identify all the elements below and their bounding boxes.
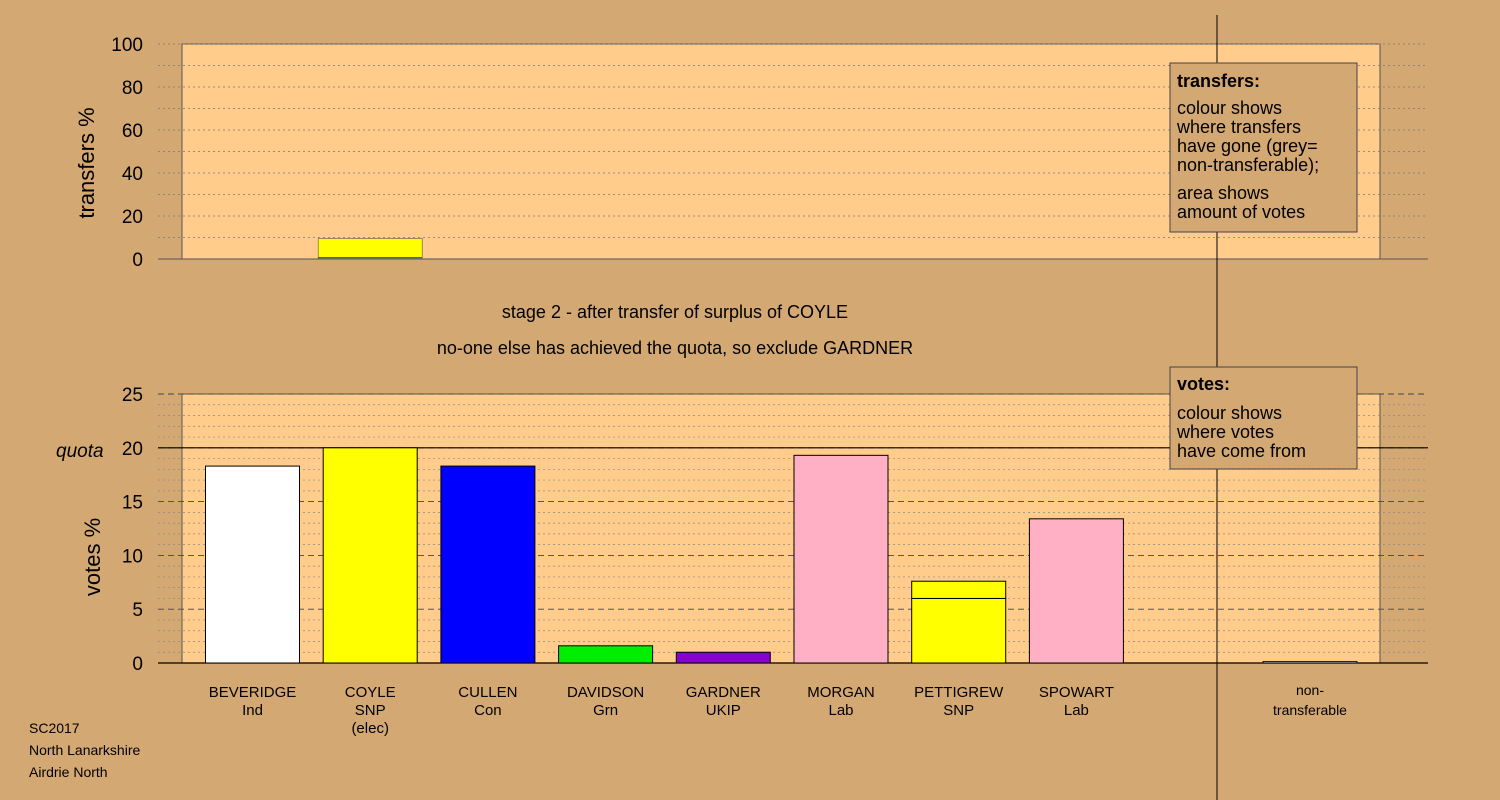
transfers-y-label: transfers % xyxy=(74,107,99,218)
votes-legend-title: votes: xyxy=(1177,374,1230,394)
vote-bar xyxy=(322,447,418,664)
transfers-legend-text: where transfers xyxy=(1176,117,1301,137)
footer-ward: Airdrie North xyxy=(29,764,108,780)
transfers-legend-text: amount of votes xyxy=(1177,202,1305,222)
y-tick-label: 100 xyxy=(111,35,143,56)
y-tick-label: 10 xyxy=(122,546,143,567)
y-tick-label: 0 xyxy=(132,250,143,271)
votes-legend-text: have come from xyxy=(1177,441,1306,461)
stage-description: stage 2 - after transfer of surplus of C… xyxy=(502,302,848,322)
vote-bar xyxy=(793,454,889,664)
transfers-legend-text: area shows xyxy=(1177,183,1269,203)
vote-bar xyxy=(205,465,300,664)
transfers-legend-text: colour shows xyxy=(1177,98,1282,118)
candidate-party: Con xyxy=(474,702,502,719)
votes-legend-text: colour shows xyxy=(1177,403,1282,423)
vote-bar xyxy=(440,465,536,664)
y-tick-label: 20 xyxy=(122,439,143,460)
y-tick-label: 40 xyxy=(122,164,143,185)
candidate-name: GARDNER xyxy=(686,684,761,701)
votes-y-ticks: 0 5 10 15 20 25 xyxy=(122,385,143,675)
vote-bar xyxy=(911,580,1007,599)
transfers-legend: transfers: colour shows where transfers … xyxy=(1169,62,1358,233)
candidate-name: BEVERIDGE xyxy=(209,684,297,701)
candidate-party: UKIP xyxy=(706,702,741,719)
y-tick-label: 5 xyxy=(132,600,143,621)
y-tick-label: 80 xyxy=(122,78,143,99)
candidate-party: SNP xyxy=(355,702,386,719)
transfers-bars xyxy=(317,238,423,260)
transfers-legend-title: transfers: xyxy=(1177,71,1260,91)
vote-bar xyxy=(1028,518,1124,664)
y-tick-label: 0 xyxy=(132,654,143,675)
candidate-party: SNP xyxy=(943,702,974,719)
y-tick-label: 15 xyxy=(122,493,143,514)
vote-bar xyxy=(675,651,771,664)
candidate-name: PETTIGREW xyxy=(914,684,1004,701)
y-tick-label: 20 xyxy=(122,207,143,228)
nontransferable-bar xyxy=(1262,660,1358,664)
y-tick-label: 60 xyxy=(122,121,143,142)
candidate-party: Lab xyxy=(1064,702,1089,719)
stage-action: no-one else has achieved the quota, so e… xyxy=(437,338,913,358)
candidate-party: Lab xyxy=(828,702,853,719)
transfers-y-ticks: 0 20 40 60 80 100 xyxy=(111,35,143,271)
candidate-party: Grn xyxy=(593,702,618,719)
transfers-legend-text: have gone (grey= xyxy=(1177,136,1318,156)
transfer-segment xyxy=(317,238,423,258)
candidate-elected: (elec) xyxy=(351,720,389,737)
candidate-name: DAVIDSON xyxy=(567,684,644,701)
y-tick-label: 25 xyxy=(122,385,143,406)
quota-label: quota xyxy=(56,441,104,462)
votes-legend: votes: colour shows where votes have com… xyxy=(1169,366,1358,470)
votes-bars xyxy=(205,447,1358,664)
candidate-party: Ind xyxy=(242,702,263,719)
nontransferable-label: non- xyxy=(1296,682,1324,698)
footer-council: North Lanarkshire xyxy=(29,742,140,758)
candidate-name: MORGAN xyxy=(807,684,875,701)
vote-bar xyxy=(911,597,1007,664)
candidate-name: COYLE xyxy=(345,684,396,701)
candidate-name: CULLEN xyxy=(458,684,517,701)
votes-legend-text: where votes xyxy=(1176,422,1274,442)
transfers-legend-text: non-transferable); xyxy=(1177,155,1319,175)
vote-bar xyxy=(558,645,654,664)
nontransferable-label: transferable xyxy=(1273,702,1347,718)
votes-y-label: votes % xyxy=(80,518,105,596)
candidate-name: SPOWART xyxy=(1039,684,1114,701)
candidate-labels: BEVERIDGEIndCOYLESNP(elec)CULLENConDAVID… xyxy=(209,682,1347,737)
footer-election: SC2017 xyxy=(29,720,80,736)
